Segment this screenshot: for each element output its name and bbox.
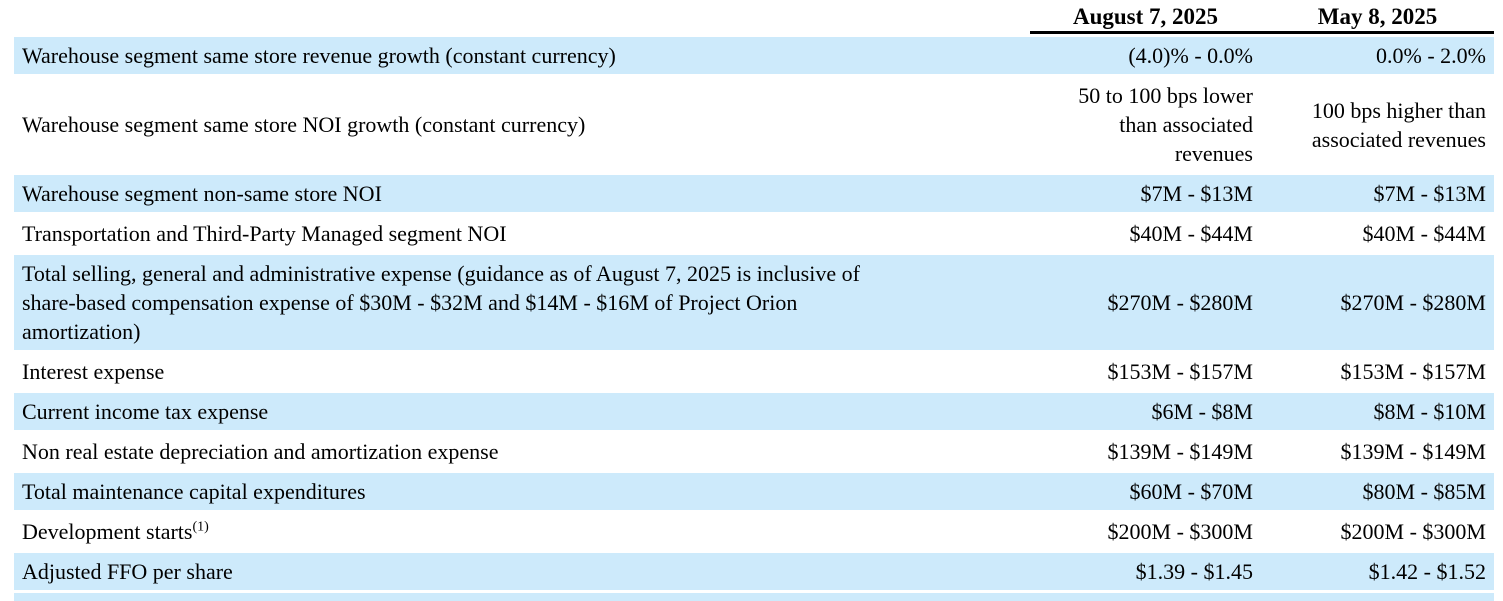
row-label: Warehouse segment non-same store NOI	[14, 175, 1030, 212]
table-row: Warehouse segment same store revenue gro…	[14, 37, 1494, 74]
value-aug-7-2025: $139M - $149M	[1107, 439, 1253, 464]
row-label: Adjusted FFO per share	[14, 553, 1030, 590]
table-row: Total selling, general and administrativ…	[14, 255, 1494, 350]
value-may-8-2025: $80M - $85M	[1261, 473, 1494, 510]
value-may-8-2025: $40M - $44M	[1362, 221, 1486, 246]
table-row: Total maintenance capital expenditures $…	[14, 473, 1494, 510]
row-label: Current income tax expense	[14, 393, 1030, 430]
label-column-header	[14, 3, 1030, 34]
footnote-marker: (1)	[192, 519, 209, 535]
value-may-8-2025: $1.42 - $1.52	[1261, 553, 1494, 590]
row-label-text: Development starts	[22, 519, 193, 544]
value-may-8-2025: $153M - $157M	[1340, 359, 1486, 384]
row-label: Non real estate depreciation and amortiz…	[22, 439, 499, 464]
value-aug-7-2025: 50 to 100 bps lower than associated reve…	[1078, 83, 1253, 166]
table-row: Non real estate depreciation and amortiz…	[14, 433, 1494, 470]
value-aug-7-2025: $153M - $157M	[1107, 359, 1253, 384]
table-header-row: August 7, 2025 May 8, 2025	[14, 3, 1494, 34]
value-may-8-2025: 100 bps higher than associated revenues	[1311, 97, 1486, 152]
row-label: Warehouse segment same store revenue gro…	[14, 37, 1030, 74]
value-aug-7-2025: $1.39 - $1.45	[1030, 553, 1261, 590]
row-label: Interest expense	[22, 359, 165, 384]
value-may-8-2025: 0.0% - 2.0%	[1261, 37, 1494, 74]
value-may-8-2025: $7M - $13M	[1261, 175, 1494, 212]
table-row: Adjusted FFO per share $1.39 - $1.45 $1.…	[14, 553, 1494, 590]
value-may-8-2025: $200M - $300M	[1340, 519, 1486, 544]
value-aug-7-2025: $40M - $44M	[1129, 221, 1253, 246]
value-aug-7-2025: $270M - $280M	[1030, 255, 1261, 350]
date-column-header-may: May 8, 2025	[1261, 3, 1494, 34]
table-row: Warehouse segment non-same store NOI $7M…	[14, 175, 1494, 212]
table-row: Warehouse segment same store NOI growth …	[14, 77, 1494, 172]
row-label: Total selling, general and administrativ…	[14, 255, 1030, 350]
table-row: Development starts(1) $200M - $300M $200…	[14, 513, 1494, 550]
row-label: Total maintenance capital expenditures	[14, 473, 1030, 510]
value-aug-7-2025: $60M - $70M	[1030, 473, 1261, 510]
value-may-8-2025: $270M - $280M	[1261, 255, 1494, 350]
row-label: Transportation and Third-Party Managed s…	[22, 221, 507, 246]
table-row: Interest expense $153M - $157M $153M - $…	[14, 353, 1494, 390]
table-row: Transportation and Third-Party Managed s…	[14, 215, 1494, 252]
value-aug-7-2025: $200M - $300M	[1107, 519, 1253, 544]
value-aug-7-2025: $6M - $8M	[1030, 393, 1261, 430]
value-aug-7-2025: (4.0)% - 0.0%	[1030, 37, 1261, 74]
value-may-8-2025: $8M - $10M	[1261, 393, 1494, 430]
row-label: Development starts(1)	[14, 513, 1030, 550]
value-may-8-2025: $139M - $149M	[1340, 439, 1486, 464]
table-row: Current income tax expense $6M - $8M $8M…	[14, 393, 1494, 430]
row-label: Warehouse segment same store NOI growth …	[22, 112, 586, 137]
bottom-partial-row	[14, 593, 1494, 601]
value-aug-7-2025: $7M - $13M	[1030, 175, 1261, 212]
date-column-header-aug: August 7, 2025	[1030, 3, 1261, 34]
guidance-table: August 7, 2025 May 8, 2025 Warehouse seg…	[14, 0, 1494, 593]
